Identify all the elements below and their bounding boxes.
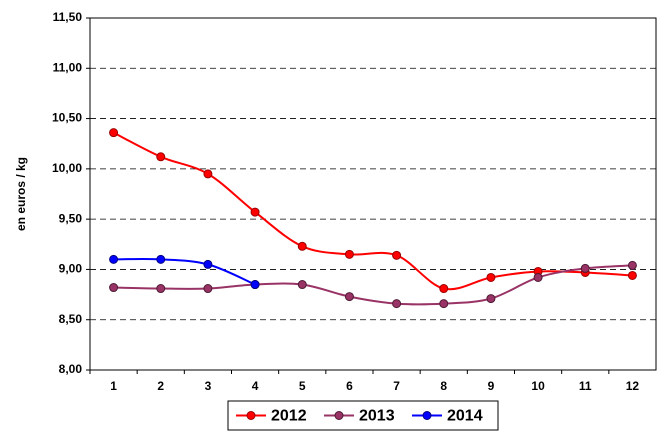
data-point — [486, 294, 496, 304]
data-point — [297, 241, 307, 251]
data-point — [203, 259, 213, 269]
x-tick-label: 11 — [579, 379, 592, 393]
x-tick-label: 3 — [205, 379, 212, 393]
x-tick-label: 12 — [626, 379, 640, 393]
data-point — [156, 152, 166, 162]
legend-marker — [334, 411, 344, 420]
y-tick-label: 8,00 — [59, 362, 83, 376]
legend-label: 2012 — [271, 408, 307, 425]
y-tick-label: 8,50 — [59, 312, 83, 326]
x-tick-label: 4 — [252, 379, 259, 393]
x-tick-label: 6 — [346, 379, 353, 393]
data-point — [344, 292, 354, 302]
legend-label: 2013 — [359, 408, 395, 425]
plot-frame — [89, 17, 657, 371]
x-tick-label: 5 — [299, 379, 306, 393]
x-tick-label: 10 — [531, 379, 545, 393]
x-tick-label: 9 — [488, 379, 495, 393]
data-point — [392, 250, 402, 260]
data-point — [156, 284, 166, 294]
y-tick-label: 11,50 — [53, 10, 83, 24]
data-point — [109, 128, 119, 138]
data-point — [439, 284, 449, 294]
y-tick-label: 10,50 — [52, 111, 82, 125]
data-point — [250, 207, 260, 217]
x-tick-label: 8 — [440, 379, 447, 393]
data-point — [580, 263, 590, 273]
data-point — [486, 272, 496, 282]
y-tick-label: 9,50 — [59, 211, 83, 225]
data-point — [203, 169, 213, 179]
data-point — [392, 299, 402, 309]
data-point — [156, 254, 166, 264]
data-point — [297, 280, 307, 290]
data-point — [439, 299, 449, 309]
legend-marker — [422, 411, 432, 420]
legend-frame — [227, 400, 499, 431]
legend-marker — [246, 411, 256, 420]
x-tick-label: 1 — [110, 379, 117, 393]
x-tick-label: 7 — [393, 379, 400, 393]
x-tick-label: 2 — [157, 379, 164, 393]
y-tick-label: 11,00 — [53, 60, 83, 74]
series-line — [113, 131, 633, 291]
series-line — [113, 258, 256, 286]
y-tick-label: 10,00 — [52, 161, 82, 175]
y-tick-label: 9,00 — [59, 262, 83, 276]
data-point — [109, 283, 119, 293]
data-point — [203, 284, 213, 294]
data-point — [627, 270, 637, 280]
data-point — [627, 260, 637, 270]
legend-label: 2014 — [447, 408, 483, 425]
data-point — [533, 272, 543, 282]
data-point — [344, 249, 354, 259]
y-axis-label: en euros / kg — [14, 157, 28, 231]
data-point — [250, 280, 260, 290]
data-point — [109, 254, 119, 264]
